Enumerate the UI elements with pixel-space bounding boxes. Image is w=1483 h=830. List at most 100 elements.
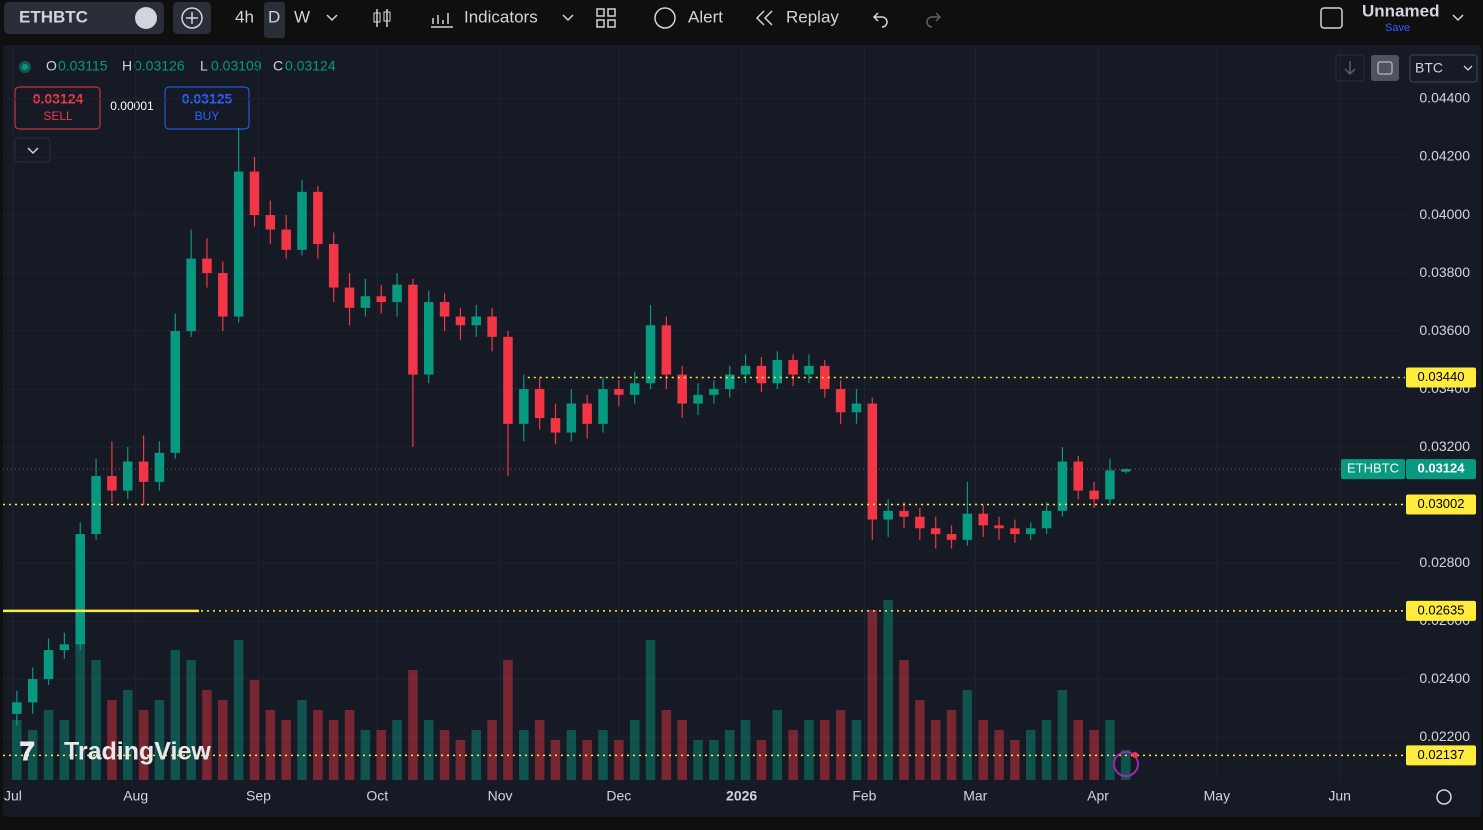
volume-bar [1041, 720, 1052, 780]
x-tick-label: May [1204, 788, 1230, 804]
candle-body [43, 650, 54, 680]
volume-bar [693, 740, 703, 780]
y-tick-label: 0.02200 [1419, 728, 1470, 744]
x-tick-label: 2026 [726, 788, 757, 804]
sell-button[interactable] [14, 86, 101, 130]
candle-body [297, 191, 307, 250]
candle-body [867, 403, 878, 520]
candle-body [534, 389, 545, 419]
indicators-icon[interactable] [431, 13, 453, 28]
x-tick-label: Jun [1328, 788, 1351, 804]
volume-bar [788, 730, 798, 780]
candle-body [835, 389, 846, 413]
buy-button[interactable] [164, 86, 250, 130]
candle-body [408, 284, 418, 375]
status-dot [22, 64, 28, 70]
sell-label[interactable]: SELL [43, 109, 73, 123]
volume-bar [392, 720, 402, 780]
undo[interactable] [872, 12, 888, 28]
volume-bar [297, 700, 307, 780]
symbol-box[interactable] [4, 2, 164, 34]
volume-bar [519, 730, 529, 780]
candle-body [629, 383, 640, 395]
layout-icon[interactable] [1320, 7, 1343, 29]
candle-body [138, 461, 149, 482]
volume-bar [360, 730, 371, 780]
legend-value: 0.03126 [134, 58, 185, 74]
buy-label[interactable]: BUY [195, 109, 220, 123]
watermark: TradingView [64, 738, 211, 766]
add-icon[interactable] [181, 7, 203, 29]
indicators-button[interactable]: Indicators [464, 7, 538, 26]
volume-bar [503, 660, 513, 780]
symbol[interactable]: ETHBTC [19, 7, 88, 26]
symbol-icon[interactable] [135, 7, 157, 29]
volume-bar [59, 720, 70, 780]
spread: 0.00001 [110, 99, 154, 113]
candle-body [677, 374, 687, 404]
scroll-button[interactable] [1335, 54, 1365, 82]
candle-body [851, 403, 862, 413]
volume-bar [534, 720, 545, 780]
candle-body [598, 389, 608, 424]
alert-icon[interactable] [654, 7, 676, 29]
volume-bar [820, 720, 830, 780]
candle-body [170, 331, 181, 453]
volume-bar [772, 710, 783, 780]
volume-bar [91, 660, 101, 780]
candle-body [645, 325, 656, 384]
volume-bar [883, 600, 893, 780]
volume-bar [27, 730, 38, 780]
auto-scale-button[interactable] [1371, 55, 1399, 81]
layout-dropdown[interactable] [1452, 14, 1464, 22]
volume-bar [582, 740, 592, 780]
ai-button[interactable] [1113, 751, 1139, 777]
currency-select[interactable] [1409, 54, 1478, 83]
x-tick-label: Nov [488, 788, 513, 804]
volume-bar [867, 610, 878, 780]
save-link[interactable]: Save [1385, 22, 1410, 34]
interval[interactable]: D [268, 7, 280, 26]
candle-body [994, 525, 1004, 529]
interval-dropdown[interactable] [326, 14, 338, 22]
currency[interactable]: BTC [1415, 60, 1443, 76]
candle-body [1089, 490, 1099, 500]
replay-button[interactable]: Replay [786, 7, 839, 26]
redo[interactable] [926, 12, 942, 28]
volume-bar [455, 740, 466, 780]
indicators-dropdown[interactable] [562, 14, 574, 22]
candle-body [27, 679, 38, 703]
alert-button[interactable]: Alert [688, 7, 723, 26]
candle-body [91, 476, 101, 535]
active-interval [264, 2, 285, 38]
last-price-bg [1406, 459, 1476, 480]
volume-bar [550, 740, 561, 780]
candle-body [883, 510, 893, 520]
candle-body [978, 513, 988, 526]
volume-bar [629, 720, 640, 780]
candle-body [1025, 528, 1036, 535]
candle-body [582, 403, 592, 424]
legend-value: 0.03124 [285, 58, 336, 74]
volume-bar [218, 700, 228, 780]
settings-button[interactable] [1436, 789, 1452, 805]
volume-bar [1105, 720, 1115, 780]
interval[interactable]: W [294, 7, 310, 26]
candle-body [614, 389, 624, 395]
interval[interactable]: 4h [235, 7, 254, 26]
x-tick-label: Jul [4, 788, 22, 804]
level-label: 0.02635 [1418, 602, 1465, 617]
templates-icon[interactable] [596, 8, 616, 28]
volume-bar [313, 710, 323, 780]
candle-body [1121, 469, 1131, 472]
y-tick-label: 0.02400 [1419, 670, 1470, 686]
candle-body [962, 513, 973, 540]
collapse-button[interactable] [14, 137, 51, 163]
volume-bar [756, 740, 767, 780]
layout-name[interactable]: Unnamed [1362, 1, 1439, 20]
legend-value: 0.03109 [211, 58, 262, 74]
candle-body [915, 516, 925, 529]
candle-body [218, 273, 228, 317]
candle-body [186, 258, 196, 332]
replay-icon[interactable] [755, 10, 773, 26]
